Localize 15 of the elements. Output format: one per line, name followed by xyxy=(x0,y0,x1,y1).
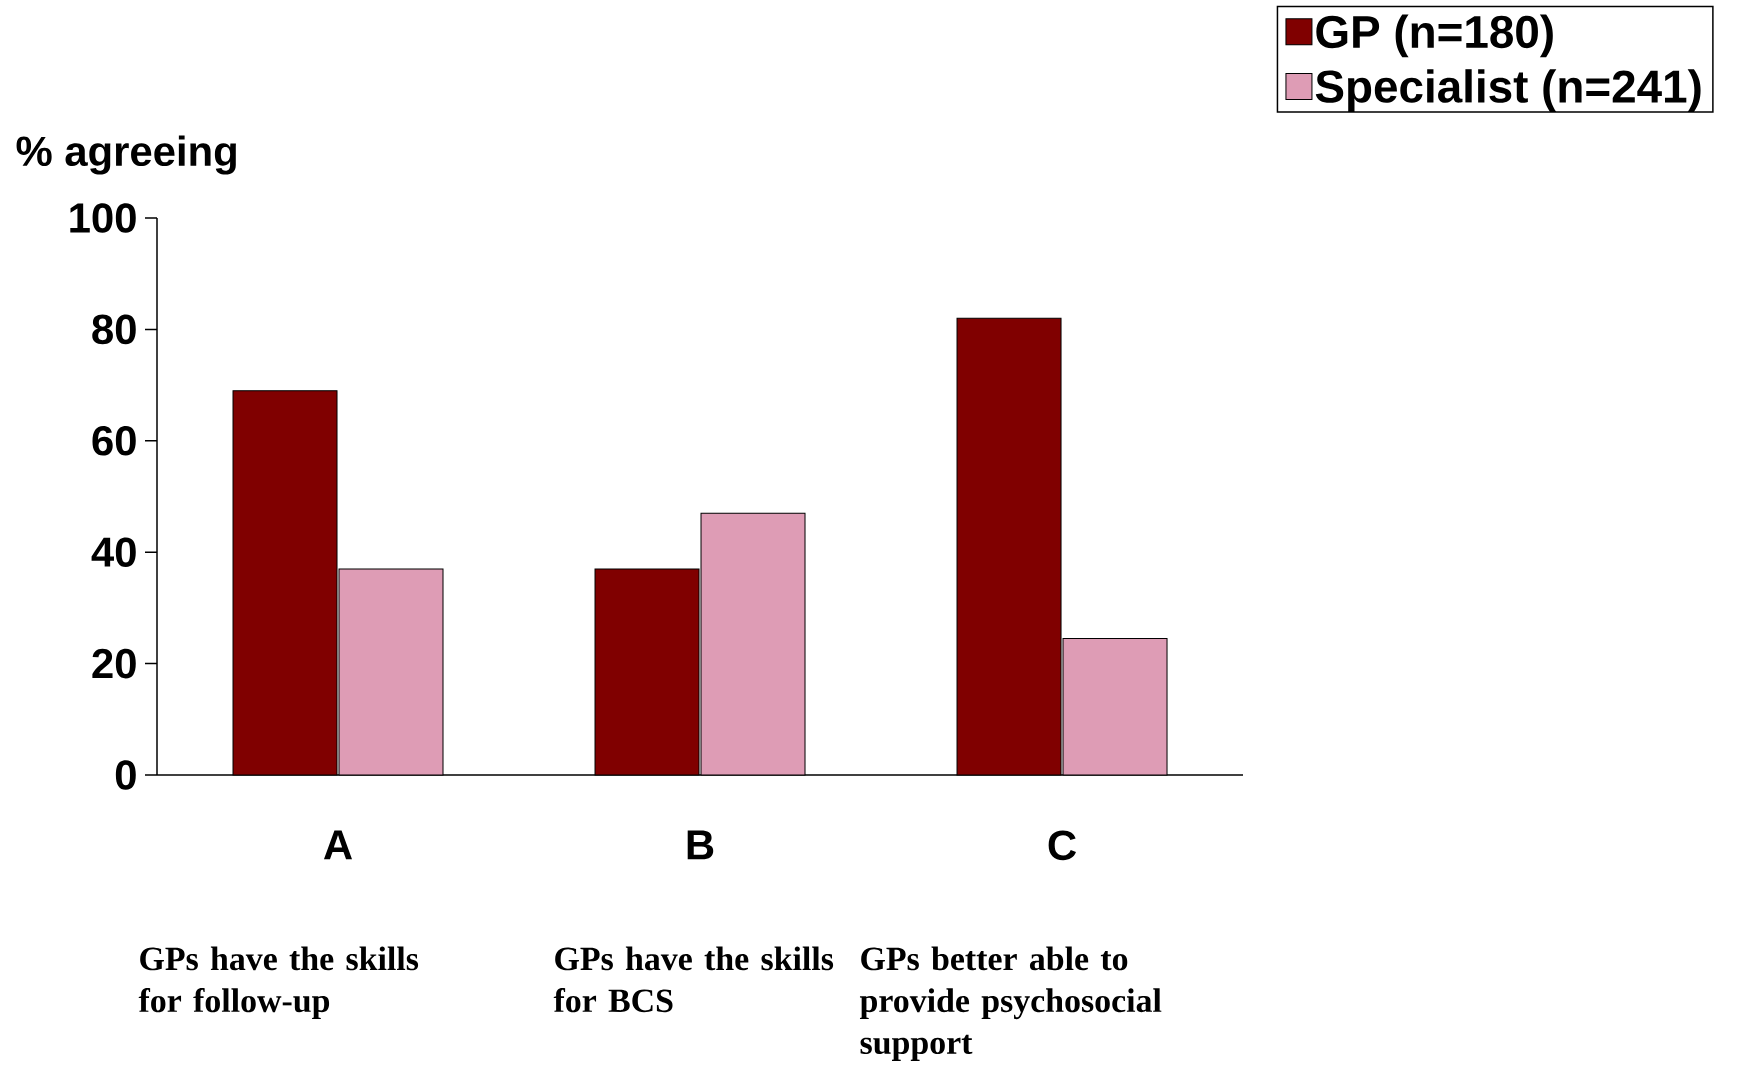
y-axis-title: % agreeing xyxy=(16,135,236,175)
x-tick-label: C xyxy=(1048,830,1076,861)
legend-label: Specialist (n=241) xyxy=(1315,69,1701,112)
y-tick-label: 60 xyxy=(92,425,136,456)
y-tick-label: 100 xyxy=(70,203,136,233)
y-tick-label: 0 xyxy=(115,760,136,790)
y-tick-label: 20 xyxy=(92,648,136,679)
y-tick-label: 80 xyxy=(92,314,136,345)
x-tick-label: B xyxy=(687,830,714,860)
text: GPs have the skills for BCS xyxy=(553,946,834,1013)
text: GPs better able to provide psychosocial support xyxy=(859,946,1162,1061)
legend-label: GP (n=180) xyxy=(1316,14,1553,58)
y-tick-label: 40 xyxy=(91,537,136,567)
text: GPs have the skills for follow-up xyxy=(138,946,419,1020)
x-tick-label: A xyxy=(323,830,353,860)
